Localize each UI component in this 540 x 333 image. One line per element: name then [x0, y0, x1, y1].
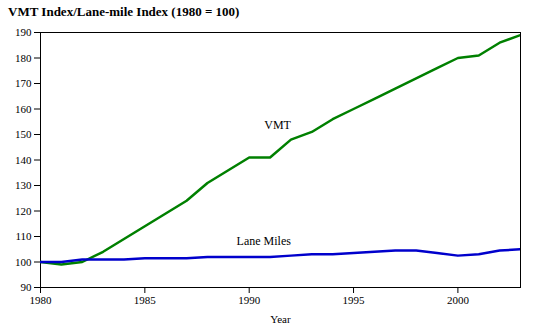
html-text:VMT Index/Lane-mile Index (198: VMT Index/Lane-mile Index (1980 = 100) — [8, 4, 240, 19]
svg-text:2000: 2000 — [447, 294, 470, 306]
svg-text:130: 130 — [15, 179, 32, 191]
svg-text:180: 180 — [15, 52, 32, 64]
svg-text:1990: 1990 — [238, 294, 261, 306]
svg-text:Year: Year — [270, 313, 291, 325]
svg-text:100: 100 — [15, 256, 32, 268]
svg-text:150: 150 — [15, 128, 32, 140]
svg-text:140: 140 — [15, 154, 32, 166]
svg-text:190: 190 — [15, 26, 32, 38]
svg-text:170: 170 — [15, 77, 32, 89]
svg-text:1995: 1995 — [343, 294, 366, 306]
svg-text:1985: 1985 — [134, 294, 157, 306]
svg-text:160: 160 — [15, 103, 32, 115]
svg-text:110: 110 — [15, 230, 32, 242]
svg-text:90: 90 — [21, 281, 33, 293]
svg-text:VMT: VMT — [264, 118, 291, 132]
svg-text:1980: 1980 — [30, 294, 53, 306]
svg-text:120: 120 — [15, 205, 32, 217]
svg-text:Lane Miles: Lane Miles — [237, 234, 292, 248]
